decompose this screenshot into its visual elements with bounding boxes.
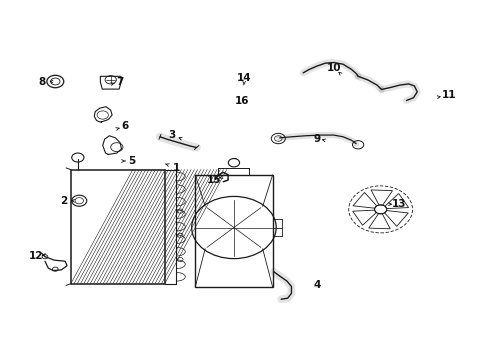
Text: 5: 5 — [128, 156, 135, 166]
Text: 4: 4 — [313, 280, 320, 291]
Text: 11: 11 — [441, 90, 455, 100]
Text: 10: 10 — [326, 63, 340, 73]
Text: 14: 14 — [237, 73, 251, 83]
Polygon shape — [94, 107, 112, 122]
Bar — [71, 170, 164, 284]
Bar — [195, 175, 272, 287]
Text: 12: 12 — [28, 251, 43, 261]
Text: 15: 15 — [206, 175, 221, 185]
Text: 8: 8 — [38, 77, 45, 86]
Text: 1: 1 — [172, 163, 180, 173]
Text: 6: 6 — [121, 121, 128, 131]
Text: 3: 3 — [168, 130, 175, 140]
Text: 2: 2 — [60, 196, 67, 206]
Text: 13: 13 — [391, 199, 406, 209]
Text: 9: 9 — [313, 134, 320, 144]
Text: 7: 7 — [116, 77, 123, 86]
Polygon shape — [102, 136, 121, 154]
Text: 16: 16 — [234, 95, 249, 105]
